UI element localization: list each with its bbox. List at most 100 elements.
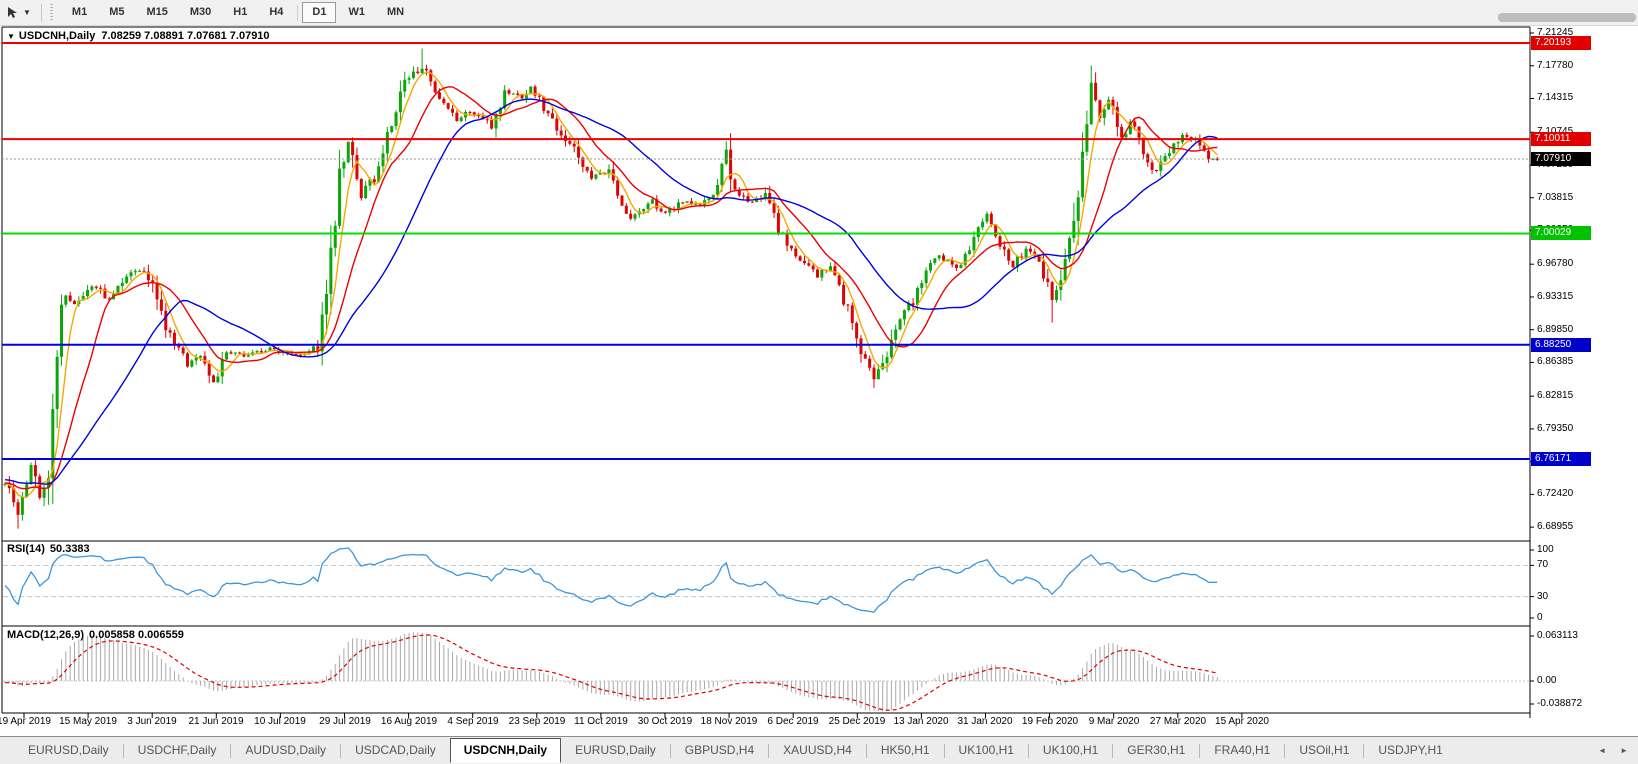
tab-ger30-h1[interactable]: GER30,H1 [1127, 743, 1186, 757]
date-label: 30 Oct 2019 [637, 716, 693, 727]
tab-separator [1112, 743, 1114, 758]
tab-usoil-h1[interactable]: USOil,H1 [1299, 743, 1350, 757]
chart-plot-area[interactable] [2, 27, 1530, 713]
chart-title: ▼ USDCNH,Daily 7.08259 7.08891 7.07681 7.0… [7, 30, 270, 42]
ohlc-values: 7.08259 7.08891 7.07681 7.07910 [101, 30, 270, 42]
timeframe-separator [297, 4, 299, 21]
date-label: 15 May 2019 [59, 716, 117, 727]
price-tick-label: 6.72420 [1537, 488, 1574, 499]
tab-separator [1363, 743, 1365, 758]
tab-hk50-h1[interactable]: HK50,H1 [880, 743, 930, 757]
date-label: 21 Jun 2019 [188, 716, 244, 727]
tab-separator [1199, 743, 1201, 758]
price-tick-label: 6.89850 [1537, 324, 1574, 335]
rsi-axis-label: 0 [1537, 612, 1543, 623]
tab-usdcad-daily[interactable]: USDCAD,Daily [355, 743, 436, 757]
toolbar-scrollbar[interactable] [1498, 13, 1636, 22]
date-label: 13 Jan 2020 [893, 716, 949, 727]
date-label: 6 Dec 2019 [767, 716, 819, 727]
timeframe-button-mn[interactable]: MN [386, 6, 405, 18]
macd-current-values: 0.005858 0.006559 [89, 629, 184, 641]
tab-separator [768, 743, 770, 758]
tab-usdcnh-daily[interactable]: USDCNH,Daily [449, 738, 562, 763]
moving-average-slow [4, 98, 1218, 485]
date-label: 31 Jan 2020 [957, 716, 1013, 727]
price-tick-label: 6.96780 [1537, 258, 1574, 269]
timeframe-button-group: M1 M5 M15 M30 H1 H4 D1 W1 MN [61, 0, 415, 25]
date-label: 3 Jun 2019 [127, 716, 177, 727]
tab-separator [669, 743, 671, 758]
timeframe-button-h1[interactable]: H1 [233, 6, 248, 18]
timeframe-button-m5[interactable]: M5 [109, 6, 125, 18]
price-badge-7.10011: 7.10011 [1531, 132, 1591, 146]
price-badge-7.00029: 7.00029 [1531, 226, 1591, 240]
rsi-line [4, 547, 1218, 613]
collapse-caret-icon[interactable]: ▼ [7, 32, 15, 41]
date-label: 29 Jul 2019 [319, 716, 371, 727]
symbol-period-label: USDCNH,Daily [18, 30, 96, 42]
price-tick-label: 6.86385 [1537, 356, 1574, 367]
tab-separator [1284, 743, 1286, 758]
tab-eurusd-daily[interactable]: EURUSD,Daily [575, 743, 656, 757]
moving-average-fast [4, 71, 1218, 498]
tab-eurusd-daily[interactable]: EURUSD,Daily [28, 743, 109, 757]
tab-audusd-daily[interactable]: AUDUSD,Daily [245, 743, 327, 757]
rsi-name: RSI(14) [7, 543, 45, 555]
date-label: 23 Sep 2019 [508, 716, 566, 727]
timeframe-button-m30[interactable]: M30 [189, 6, 212, 18]
tool-dropdown-caret-icon[interactable]: ▼ [23, 8, 31, 17]
chart-cursor-tool-icon[interactable] [6, 6, 20, 20]
date-label: 25 Dec 2019 [828, 716, 886, 727]
price-badge-7.20193: 7.20193 [1531, 36, 1591, 50]
timeframe-button-w1[interactable]: W1 [348, 6, 365, 18]
tab-separator [865, 743, 867, 758]
price-tick-label: 6.93315 [1537, 291, 1574, 302]
timeframe-button-m1[interactable]: M1 [71, 6, 88, 18]
date-label: 19 Feb 2020 [1021, 716, 1079, 727]
price-tick-label: 7.17780 [1537, 60, 1574, 71]
rsi-axis-label: 30 [1537, 591, 1549, 602]
tab-separator [943, 743, 945, 758]
price-badge-6.88250: 6.88250 [1531, 338, 1591, 352]
price-tick-label: 6.79350 [1537, 423, 1574, 434]
date-label: 9 Mar 2020 [1088, 716, 1140, 727]
price-badge-6.76171: 6.76171 [1531, 452, 1591, 466]
tab-gbpusd-h4[interactable]: GBPUSD,H4 [684, 743, 755, 757]
macd-signal-line [4, 634, 1218, 711]
timeframe-button-m15[interactable]: M15 [146, 6, 168, 18]
price-tick-label: 7.03815 [1537, 192, 1574, 203]
tabs-scroll-left-icon[interactable]: ◄ [1598, 746, 1607, 755]
tabs-scroll-right-icon[interactable]: ► [1620, 746, 1628, 755]
tab-separator [122, 743, 124, 758]
tab-uk100-h1[interactable]: UK100,H1 [1042, 743, 1099, 757]
tab-usdjpy-h1[interactable]: USDJPY,H1 [1378, 743, 1443, 757]
top-toolbar: ▼ M1 M5 M15 M30 H1 H4 D1 W1 MN [0, 0, 1638, 26]
price-tick-label: 6.82815 [1537, 390, 1574, 401]
toolbar-grip-handle[interactable] [49, 3, 53, 22]
macd-name: MACD(12,26,9) [7, 629, 85, 641]
moving-average-mid [4, 86, 1218, 490]
chart-tabs: EURUSD,Daily USDCHF,Daily AUDUSD,Daily USDC… [0, 737, 1457, 764]
macd-axis-label: -0.038872 [1537, 698, 1583, 709]
macd-axis-label: 0.063113 [1537, 630, 1578, 641]
price-tick-label: 7.14315 [1537, 92, 1574, 103]
candlesticks [3, 48, 1219, 529]
tab-uk100-h1[interactable]: UK100,H1 [958, 743, 1014, 757]
rsi-current-value: 50.3383 [49, 543, 90, 555]
tab-usdchf-daily[interactable]: USDCHF,Daily [137, 743, 217, 757]
tab-separator [1027, 743, 1029, 758]
rsi-axis-label: 70 [1537, 559, 1549, 570]
date-label: 15 Apr 2020 [1215, 716, 1269, 727]
price-tick-label: 7.21245 [1537, 27, 1574, 38]
date-label: 16 Aug 2019 [380, 716, 438, 727]
timeframe-button-d1[interactable]: D1 [302, 2, 337, 23]
date-label: 11 Oct 2019 [574, 716, 628, 727]
tab-xauusd-h4[interactable]: XAUUSD,H4 [783, 743, 852, 757]
timeframe-button-h4[interactable]: H4 [269, 6, 284, 18]
price-badge-7.07910: 7.07910 [1531, 152, 1591, 166]
tab-separator [340, 743, 342, 758]
macd-axis-label: 0.00 [1537, 675, 1557, 686]
tab-fra40-h1[interactable]: FRA40,H1 [1214, 743, 1271, 757]
rsi-axis-label: 100 [1537, 544, 1554, 555]
